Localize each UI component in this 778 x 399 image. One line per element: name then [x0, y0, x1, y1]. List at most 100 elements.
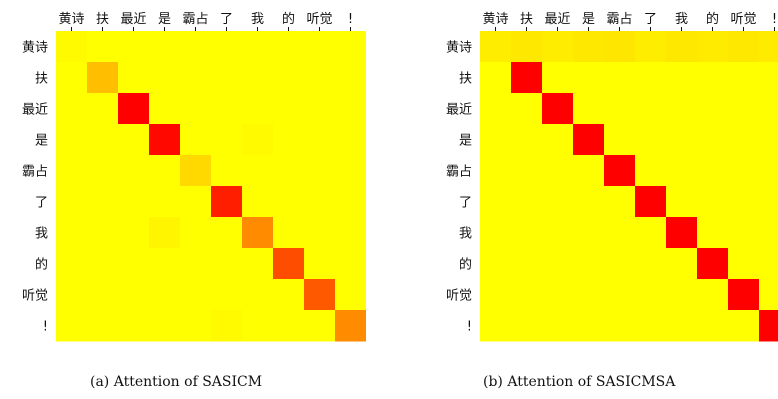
heatmap-cell — [211, 310, 243, 342]
heatmap-cell — [242, 248, 274, 280]
heatmap-cell — [480, 248, 512, 280]
heatmap-cell — [87, 186, 119, 218]
heatmap-cell — [180, 279, 212, 311]
heatmap-cell — [56, 248, 88, 280]
heatmap-cell — [480, 155, 512, 187]
y-tick-label: 扶 — [459, 72, 472, 87]
y-tick-label: 霸占 — [446, 165, 472, 180]
heatmap-cell — [149, 248, 181, 280]
heatmap-cell — [335, 310, 366, 342]
heatmap-cell — [56, 124, 88, 156]
y-tick-label: 黄诗 — [446, 41, 472, 56]
heatmap-cell — [511, 124, 543, 156]
heatmap-cell — [149, 279, 181, 311]
heatmap-cell — [604, 62, 636, 94]
heatmap-cell — [304, 31, 336, 63]
heatmap-cell — [242, 31, 274, 63]
heatmap-cell — [635, 186, 667, 218]
heatmap-cell — [273, 310, 305, 342]
heatmap-cell — [180, 310, 212, 342]
heatmap-cell — [728, 62, 760, 94]
heatmap-cell — [335, 186, 366, 218]
heatmap-cell — [573, 310, 605, 342]
heatmap-cell — [304, 93, 336, 125]
heatmap-cell — [180, 124, 212, 156]
heatmap-cell — [666, 310, 698, 342]
heatmap-cell — [542, 279, 574, 311]
heatmap-cell — [511, 31, 543, 63]
heatmap-cell — [118, 124, 150, 156]
heatmap-cell — [149, 310, 181, 342]
heatmap-cell — [604, 155, 636, 187]
heatmap-cell — [511, 62, 543, 94]
heatmap-cell — [335, 62, 366, 94]
heatmap-cell — [604, 93, 636, 125]
heatmap-cell — [56, 217, 88, 249]
heatmap-cell — [118, 155, 150, 187]
heatmap-cell — [87, 62, 119, 94]
heatmap-cell — [511, 155, 543, 187]
y-tick-label: 我 — [459, 227, 472, 242]
heatmap-cell — [759, 93, 778, 125]
heatmap-cell — [304, 155, 336, 187]
heatmap-cell — [273, 186, 305, 218]
heatmap-cell — [604, 31, 636, 63]
heatmap-cell — [149, 155, 181, 187]
heatmap-cell — [697, 93, 729, 125]
x-tick-label: 扶 — [96, 12, 109, 27]
heatmap-cell — [335, 217, 366, 249]
heatmap-cell — [304, 62, 336, 94]
heatmap-cell — [56, 31, 88, 63]
heatmap-cell — [542, 248, 574, 280]
x-tick-label: 的 — [282, 11, 295, 27]
heatmap-cell — [728, 93, 760, 125]
heatmap-cell — [118, 279, 150, 311]
heatmap-cell — [87, 124, 119, 156]
heatmap-cell — [759, 31, 778, 63]
heatmap-cell — [542, 310, 574, 342]
heatmap-cell — [573, 93, 605, 125]
heatmap-cell — [666, 31, 698, 63]
heatmap-cell — [728, 31, 760, 63]
heatmap-cell — [728, 279, 760, 311]
x-tick-label: 最近 — [544, 12, 570, 27]
y-tick-label: 了 — [35, 196, 48, 211]
y-tick-label: 最近 — [22, 103, 48, 118]
heatmap-cell — [635, 310, 667, 342]
heatmap-cell — [87, 155, 119, 187]
heatmap-cell — [149, 124, 181, 156]
x-tick-label: 了 — [644, 12, 657, 27]
heatmap-cell — [666, 155, 698, 187]
heatmap-cell — [666, 186, 698, 218]
y-tick-label: ! — [43, 320, 48, 335]
heatmap-cell — [728, 310, 760, 342]
heatmap-cell — [666, 217, 698, 249]
heatmap-cell — [542, 155, 574, 187]
heatmap-cell — [604, 310, 636, 342]
heatmap-cell — [273, 217, 305, 249]
y-tick-label: 了 — [459, 196, 472, 211]
heatmap-cell — [728, 186, 760, 218]
heatmap-cell — [335, 124, 366, 156]
heatmap-cell — [273, 155, 305, 187]
heatmap-cell — [180, 248, 212, 280]
heatmap-cell — [180, 217, 212, 249]
heatmap-cell — [635, 279, 667, 311]
heatmap-cell — [211, 186, 243, 218]
heatmap-cell — [697, 279, 729, 311]
y-tick-label: 是 — [35, 134, 48, 149]
heatmap-cell — [149, 93, 181, 125]
x-tick-label: 听觉 — [306, 12, 332, 27]
heatmap-cell — [573, 248, 605, 280]
heatmap-cell — [335, 31, 366, 63]
heatmap-cell — [335, 248, 366, 280]
heatmap-cell — [211, 248, 243, 280]
heatmap-cell — [511, 217, 543, 249]
heatmap-cell — [211, 217, 243, 249]
heatmap-cell — [211, 31, 243, 63]
heatmap-cell — [666, 93, 698, 125]
heatmap-cell — [118, 186, 150, 218]
heatmap-cell — [480, 93, 512, 125]
x-tick-label: 的 — [706, 11, 719, 27]
